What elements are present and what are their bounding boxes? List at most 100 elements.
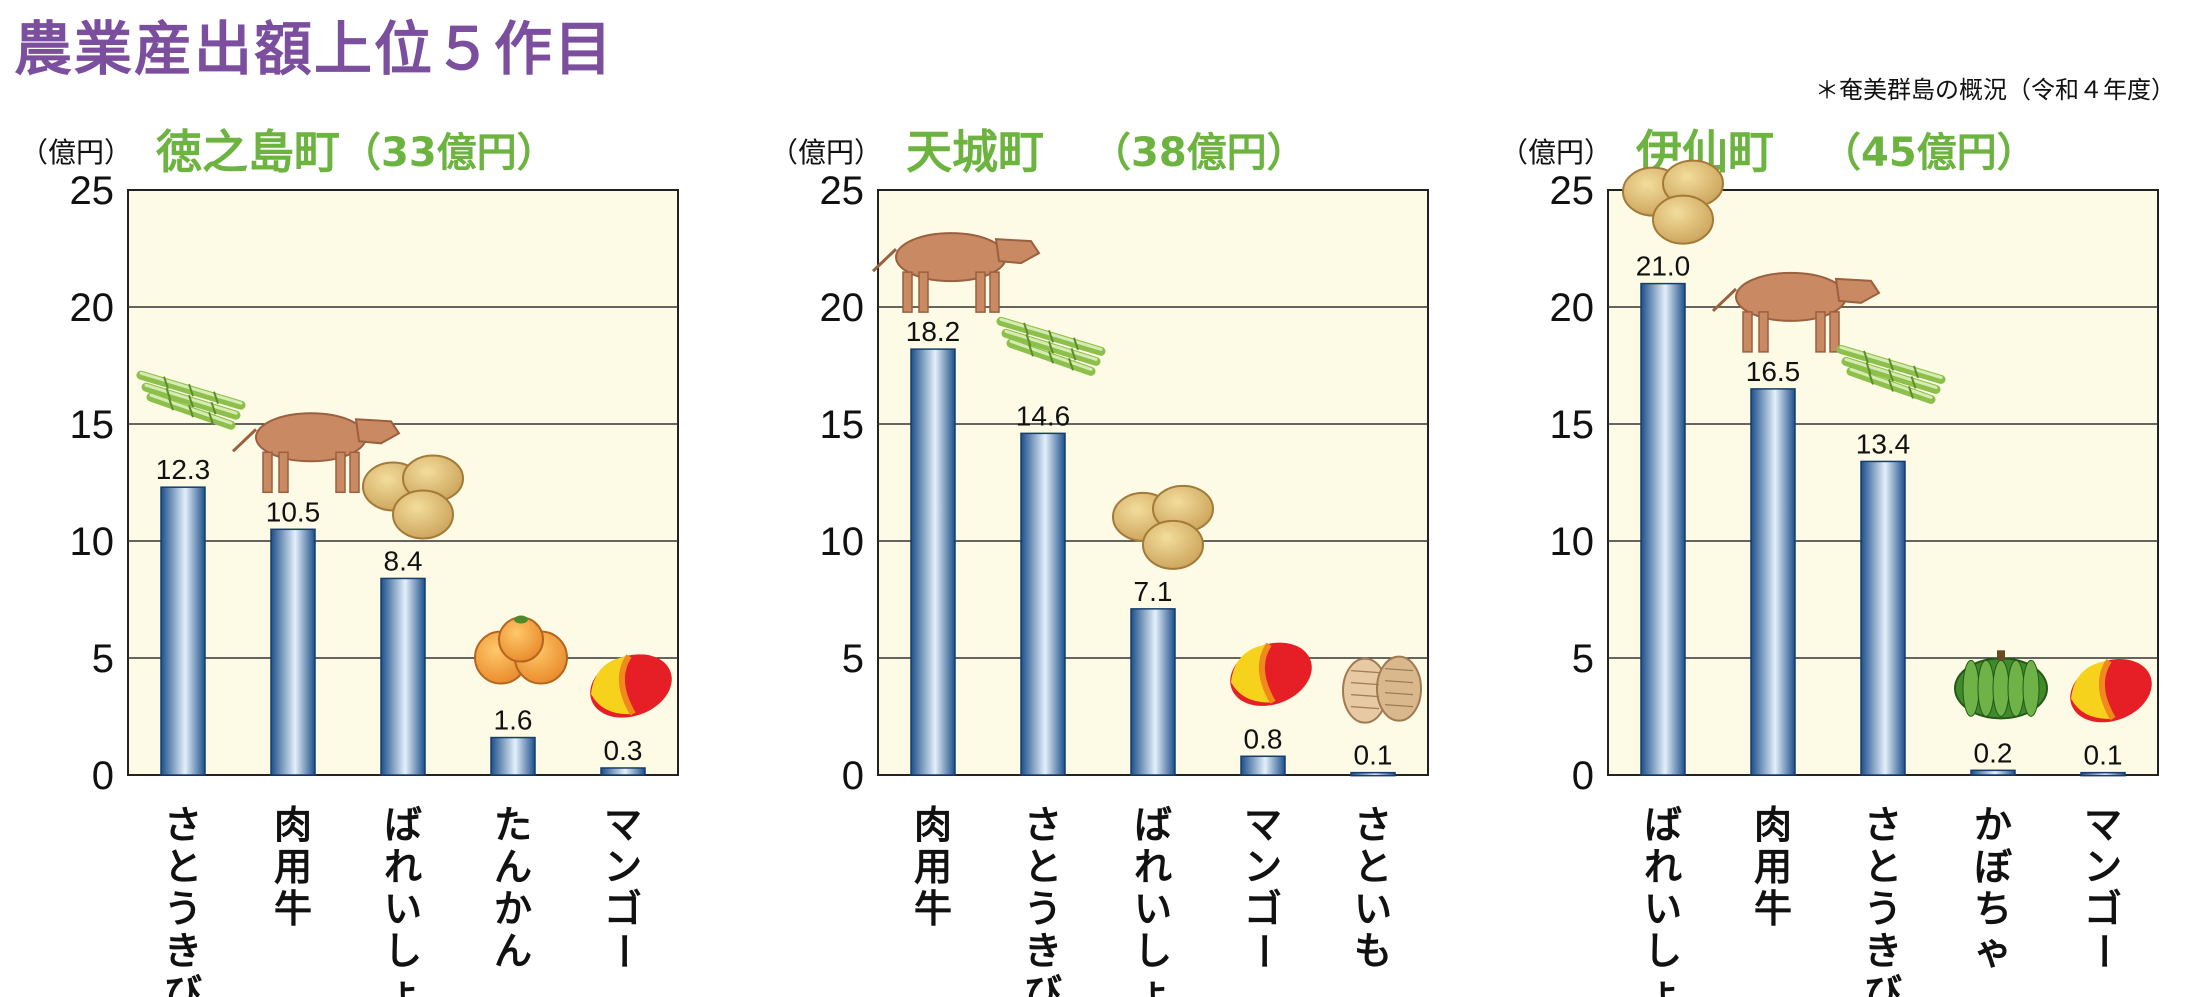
svg-text:ゃ: ゃ xyxy=(1974,929,2012,973)
y-axis-unit-label: （億円） xyxy=(1500,136,1612,169)
svg-text:き: き xyxy=(164,929,202,973)
y-tick-label: 5 xyxy=(92,637,114,681)
svg-text:う: う xyxy=(164,887,202,931)
svg-text:と: と xyxy=(1024,845,1062,889)
tankan-icon xyxy=(474,615,568,685)
svg-text:用: 用 xyxy=(274,845,312,889)
svg-text:い: い xyxy=(384,887,422,931)
bar xyxy=(1020,432,1066,776)
town-total: （33億円） xyxy=(341,130,557,176)
svg-text:い: い xyxy=(1644,887,1682,931)
y-tick-label: 0 xyxy=(92,754,114,798)
y-tick-label: 25 xyxy=(820,169,865,213)
svg-text:ー: ー xyxy=(2081,932,2125,970)
svg-text:び: び xyxy=(164,971,202,997)
data-label: 16.5 xyxy=(1746,356,1801,387)
svg-text:と: と xyxy=(1864,845,1902,889)
svg-text:し: し xyxy=(1644,929,1682,973)
source-note: ＊奄美群島の概況（令和４年度） xyxy=(1815,76,2175,104)
svg-text:ち: ち xyxy=(1974,887,2012,931)
bar xyxy=(1350,771,1396,777)
data-label: 14.6 xyxy=(1016,400,1071,431)
svg-text:さ: さ xyxy=(1864,803,1902,847)
data-label: 18.2 xyxy=(906,316,961,347)
svg-text:ば: ば xyxy=(1644,803,1682,847)
y-tick-label: 25 xyxy=(70,169,115,213)
svg-text:う: う xyxy=(1864,887,1902,931)
bar xyxy=(1130,608,1176,776)
svg-text:れ: れ xyxy=(384,845,422,889)
bar xyxy=(1640,282,1686,776)
svg-text:牛: 牛 xyxy=(274,887,312,931)
svg-text:肉: 肉 xyxy=(274,803,312,847)
svg-text:れ: れ xyxy=(1134,845,1172,889)
svg-text:牛: 牛 xyxy=(914,887,952,931)
y-axis-unit-label: （億円） xyxy=(20,136,132,169)
svg-text:牛: 牛 xyxy=(1754,887,1792,931)
y-tick-label: 5 xyxy=(1572,637,1594,681)
cattle-icon xyxy=(871,232,1041,313)
taro-icon xyxy=(1342,655,1422,724)
mango-icon xyxy=(590,654,672,718)
bar xyxy=(600,767,646,776)
potato-icon xyxy=(362,454,464,540)
mango-icon xyxy=(1230,642,1312,706)
potato-icon xyxy=(1622,159,1724,245)
svg-text:ば: ば xyxy=(1134,803,1172,847)
svg-text:か: か xyxy=(1974,803,2012,847)
mango-icon xyxy=(2070,658,2152,723)
svg-text:か: か xyxy=(494,887,532,931)
svg-text:し: し xyxy=(1134,929,1172,973)
bar xyxy=(160,486,206,776)
cattle-icon xyxy=(231,412,401,494)
bar xyxy=(1860,460,1906,776)
bar xyxy=(2080,771,2126,777)
svg-text:用: 用 xyxy=(914,845,952,889)
pumpkin-icon xyxy=(1954,650,2048,720)
svg-text:き: き xyxy=(1864,929,1902,973)
bar xyxy=(270,528,316,776)
category-label: 肉用牛 xyxy=(1754,803,1792,931)
svg-text:ー: ー xyxy=(601,932,645,970)
bar xyxy=(1240,755,1286,776)
bar xyxy=(380,577,426,776)
data-label: 0.1 xyxy=(1354,740,1393,771)
svg-text:れ: れ xyxy=(1644,845,1682,889)
svg-text:し: し xyxy=(384,929,422,973)
y-tick-label: 15 xyxy=(1550,403,1595,447)
svg-text:ょ: ょ xyxy=(1134,971,1172,997)
svg-text:用: 用 xyxy=(1754,845,1792,889)
svg-text:び: び xyxy=(1864,971,1902,997)
svg-text:ん: ん xyxy=(494,845,532,889)
svg-text:ゴ: ゴ xyxy=(1244,887,1282,931)
data-label: 0.3 xyxy=(604,735,643,766)
svg-text:う: う xyxy=(1024,887,1062,931)
chart-3: （億円） 伊仙町 （45億円）051015202521.0ばれいしょ16.5肉用牛1… xyxy=(1500,125,2159,997)
data-label: 1.6 xyxy=(494,705,533,736)
data-label: 0.8 xyxy=(1244,723,1283,754)
svg-text:ば: ば xyxy=(384,803,422,847)
category-label: 肉用牛 xyxy=(274,803,312,931)
svg-text:ン: ン xyxy=(2084,845,2122,889)
bar xyxy=(1750,388,1796,776)
potato-icon xyxy=(1112,484,1214,570)
y-tick-label: 5 xyxy=(842,637,864,681)
data-label: 0.2 xyxy=(1974,737,2013,768)
data-label: 13.4 xyxy=(1856,428,1911,459)
town-title: 徳之島町 xyxy=(155,125,340,179)
svg-text:ン: ン xyxy=(604,845,642,889)
data-label: 21.0 xyxy=(1636,251,1691,282)
y-tick-label: 0 xyxy=(842,754,864,798)
y-tick-label: 20 xyxy=(1550,286,1595,330)
svg-text:も: も xyxy=(1354,929,1392,973)
